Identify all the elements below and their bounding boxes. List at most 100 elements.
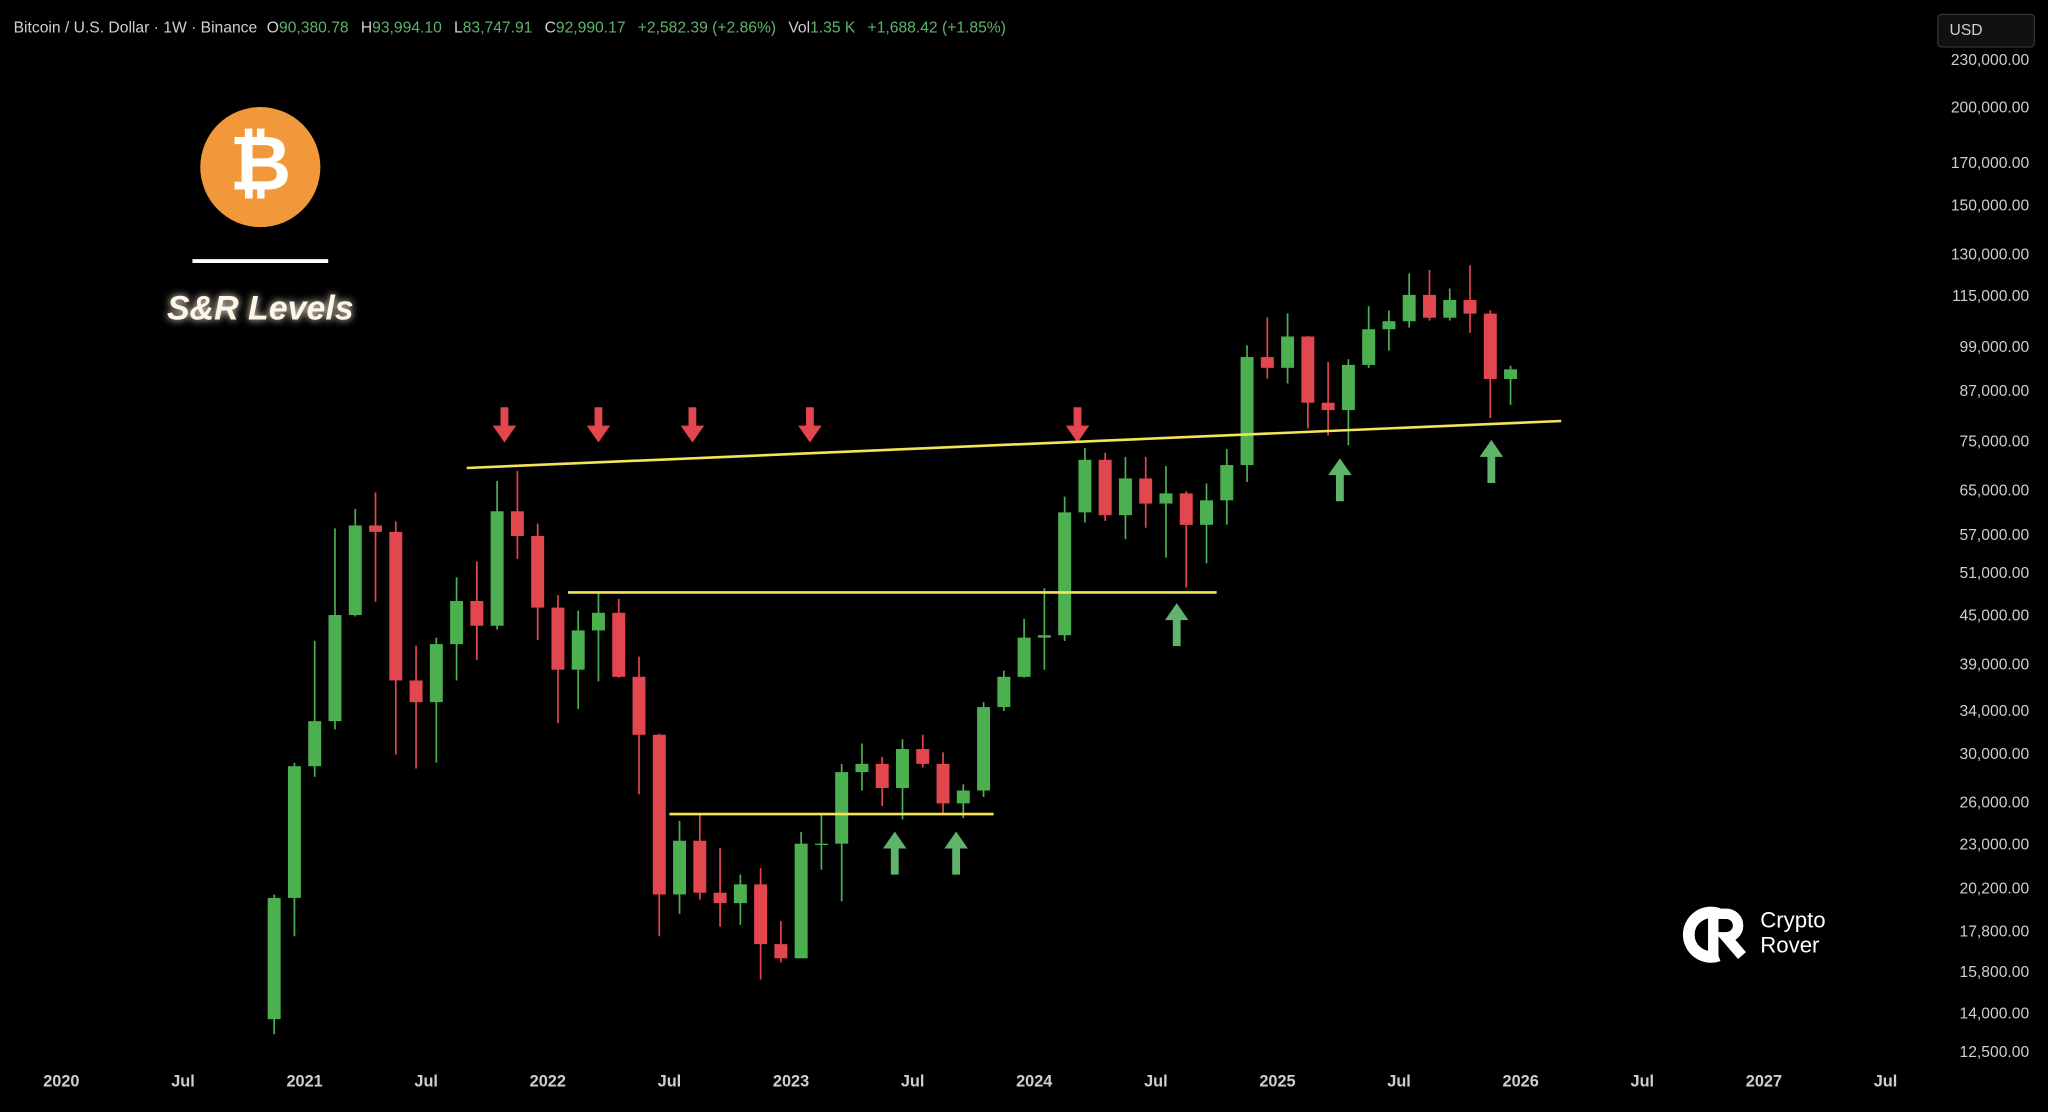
x-tick-label: Jul bbox=[414, 1073, 438, 1091]
candle-body bbox=[551, 607, 565, 670]
logo-text: Crypto bbox=[1760, 907, 1825, 932]
candle-body bbox=[1341, 364, 1355, 411]
l-value: 83,747.91 bbox=[463, 20, 533, 37]
up-arrow bbox=[1164, 603, 1189, 647]
candle-body bbox=[1139, 478, 1153, 504]
currency-button[interactable] bbox=[1937, 13, 2036, 48]
y-tick-label: 15,800.00 bbox=[1960, 964, 2030, 981]
c-value: 92,990.17 bbox=[556, 20, 626, 37]
symbol: Bitcoin / U.S. Dollar · 1W · Binance bbox=[14, 20, 258, 37]
candle-body bbox=[977, 707, 991, 791]
candle-body bbox=[1159, 493, 1173, 504]
x-tick-label: 2024 bbox=[1016, 1073, 1052, 1091]
header: Bitcoin / U.S. Dollar · 1W · Binance O90… bbox=[14, 20, 1006, 37]
candle-body bbox=[794, 843, 808, 959]
candle-body bbox=[896, 749, 909, 789]
y-tick-label: 230,000.00 bbox=[1951, 52, 2030, 69]
x-tick-label: Jul bbox=[1144, 1073, 1168, 1091]
candle-body bbox=[490, 511, 504, 626]
candle-body bbox=[693, 840, 707, 893]
x-tick-label: Jul bbox=[1631, 1073, 1655, 1091]
candle-body bbox=[531, 536, 545, 608]
x-tick-label: Jul bbox=[658, 1073, 682, 1091]
candle-body bbox=[267, 897, 281, 1020]
change: +2,582.39 (+2.86%) bbox=[638, 20, 776, 37]
down-arrow bbox=[798, 407, 822, 443]
y-tick-label: 20,200.00 bbox=[1960, 881, 2030, 898]
down-arrow bbox=[586, 407, 611, 443]
x-tick-label: Jul bbox=[1387, 1073, 1411, 1091]
candle-body bbox=[369, 525, 382, 532]
candle-body bbox=[1301, 336, 1315, 403]
support-resistance-line bbox=[466, 419, 1562, 470]
vol-value: 1.35 K bbox=[810, 20, 856, 37]
x-tick-label: 2025 bbox=[1259, 1073, 1295, 1091]
candle-body bbox=[1504, 369, 1518, 380]
x-tick-label: Jul bbox=[901, 1073, 925, 1091]
x-tick-label: Jul bbox=[171, 1073, 195, 1091]
up-arrow bbox=[944, 831, 968, 875]
candle-body bbox=[1017, 637, 1031, 677]
h-value: 93,994.10 bbox=[372, 20, 442, 37]
candle-body bbox=[308, 721, 322, 767]
vol-label: Vol bbox=[788, 20, 810, 37]
candle-body bbox=[1362, 329, 1376, 365]
bitcoin-symbol: ₿ bbox=[229, 122, 291, 207]
y-tick-label: 75,000.00 bbox=[1960, 434, 2030, 451]
candle-body bbox=[287, 766, 301, 898]
candle-body bbox=[1058, 512, 1072, 636]
candle-body bbox=[429, 644, 443, 703]
y-tick-label: 23,000.00 bbox=[1960, 836, 2030, 853]
up-arrow bbox=[1479, 439, 1504, 484]
candle-body bbox=[855, 763, 869, 773]
up-arrow bbox=[883, 831, 907, 875]
x-tick-label: 2023 bbox=[773, 1073, 809, 1091]
brand-title: S&R Levels bbox=[167, 290, 354, 328]
x-tick-label: 2020 bbox=[43, 1073, 79, 1091]
candle-body bbox=[348, 525, 362, 616]
candle-body bbox=[997, 676, 1011, 708]
candle-body bbox=[409, 680, 423, 703]
y-tick-label: 200,000.00 bbox=[1951, 100, 2030, 117]
y-tick-label: 150,000.00 bbox=[1951, 198, 2030, 215]
candle-body bbox=[652, 734, 666, 895]
down-arrow bbox=[680, 407, 705, 443]
y-tick-label: 30,000.00 bbox=[1960, 746, 2030, 763]
x-tick-label: 2026 bbox=[1503, 1073, 1539, 1091]
candle-body bbox=[1078, 459, 1092, 513]
candle-body bbox=[470, 601, 484, 626]
vol-change: +1,688.42 (+1.85%) bbox=[868, 20, 1006, 37]
y-tick-label: 87,000.00 bbox=[1960, 383, 2030, 400]
candle-body bbox=[814, 843, 828, 845]
y-tick-label: 34,000.00 bbox=[1960, 703, 2030, 720]
candle-body bbox=[1037, 635, 1051, 638]
x-tick-label: 2027 bbox=[1746, 1073, 1782, 1091]
candle-body bbox=[1281, 336, 1295, 368]
y-tick-label: 39,000.00 bbox=[1960, 656, 2030, 673]
y-tick-label: 130,000.00 bbox=[1951, 246, 2030, 263]
candle-body bbox=[510, 511, 524, 537]
candle-body bbox=[1402, 294, 1416, 322]
candle-body bbox=[1200, 500, 1214, 525]
candle-body bbox=[916, 749, 930, 764]
y-tick-label: 115,000.00 bbox=[1952, 288, 2029, 305]
logo-mark bbox=[1708, 908, 1746, 959]
bitcoin-logo bbox=[200, 107, 321, 228]
candle-body bbox=[632, 676, 646, 735]
x-tick-label: 2021 bbox=[286, 1073, 322, 1091]
c-label: C bbox=[545, 20, 556, 37]
crypto-rover-logo: Crypto Rover bbox=[1682, 906, 1826, 963]
y-tick-label: 57,000.00 bbox=[1960, 527, 2030, 544]
candle-body bbox=[956, 790, 970, 804]
candle-body bbox=[591, 612, 605, 631]
logo-text: Rover bbox=[1760, 932, 1820, 957]
candle-body bbox=[835, 772, 849, 844]
candle-body bbox=[1118, 478, 1132, 516]
candle-body bbox=[1321, 402, 1335, 411]
y-tick-label: 26,000.00 bbox=[1960, 795, 2030, 812]
candle-body bbox=[328, 615, 342, 722]
l-label: L bbox=[454, 20, 463, 37]
o-value: 90,380.78 bbox=[279, 20, 349, 37]
